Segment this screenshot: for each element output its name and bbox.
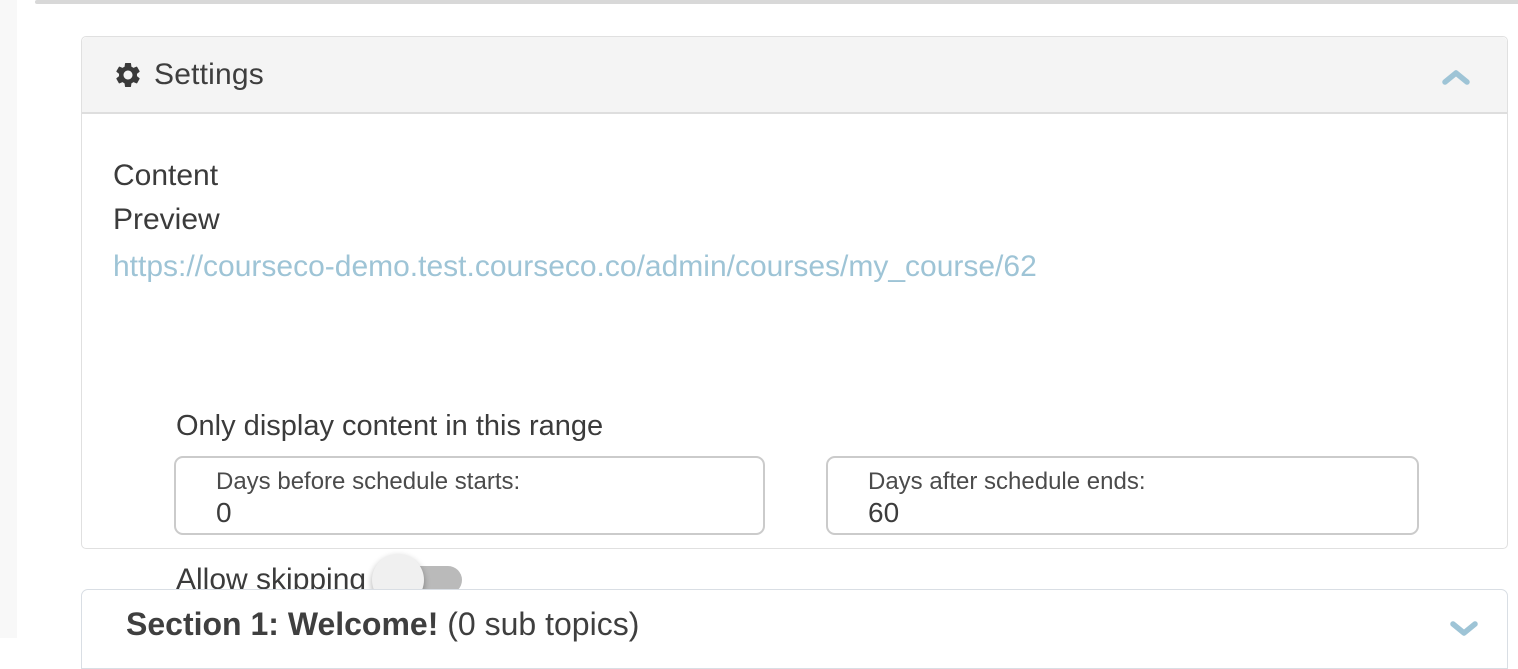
range-heading: Only display content in this range [176,410,604,442]
days-after-label: Days after schedule ends: [868,468,1146,495]
days-before-schedule-field[interactable]: Days before schedule starts: 0 [174,456,765,535]
days-before-value: 0 [216,497,232,528]
content-preview-label-line2: Preview [113,203,220,236]
settings-panel: Settings Content Preview https://coursec… [81,36,1508,606]
gear-icon [116,62,140,87]
left-gutter [0,0,17,638]
content-preview-link[interactable]: https://courseco-demo.test.courseco.co/a… [113,250,1037,283]
top-divider-line [35,0,1518,4]
chevron-up-icon[interactable] [1441,69,1471,85]
days-before-label: Days before schedule starts: [216,468,521,495]
settings-panel-header[interactable]: Settings [82,37,1507,114]
settings-panel-title: Settings [154,57,264,91]
section-subtopics-count: (0 sub topics) [447,606,640,642]
content-preview-block: Content Preview https://courseco-demo.te… [113,154,1037,289]
section-panel-header[interactable]: Section 1: Welcome! (0 sub topics) [81,589,1508,669]
section-title-line: Section 1: Welcome! (0 sub topics) [126,606,639,643]
days-after-schedule-field[interactable]: Days after schedule ends: 60 [826,456,1419,535]
section-title: Section 1: Welcome! [126,606,439,642]
days-after-value: 60 [868,497,900,528]
settings-panel-body: Content Preview https://courseco-demo.te… [82,114,1507,606]
chevron-down-icon[interactable] [1449,621,1479,637]
content-preview-label-line1: Content [113,159,219,192]
